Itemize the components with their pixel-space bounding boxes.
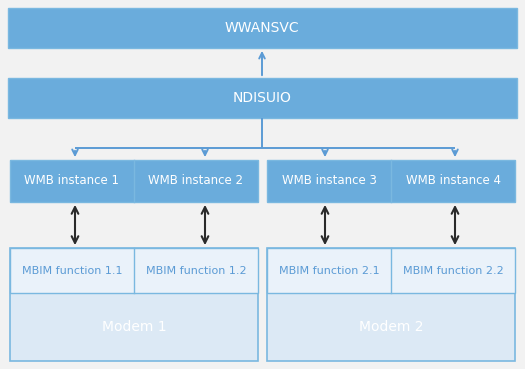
Bar [8,8,517,48]
Bar [8,78,517,118]
Text: WMB instance 4: WMB instance 4 [405,175,500,187]
Bar [10,248,258,293]
Bar [267,160,515,202]
Bar [10,160,258,202]
Text: NDISUIO: NDISUIO [233,91,291,105]
Text: MBIM function 2.2: MBIM function 2.2 [403,266,503,276]
Bar [267,248,515,293]
Text: Modem 1: Modem 1 [102,320,166,334]
Text: Modem 2: Modem 2 [359,320,423,334]
Text: MBIM function 2.1: MBIM function 2.1 [279,266,379,276]
Text: WMB instance 1: WMB instance 1 [25,175,120,187]
Text: WMB instance 3: WMB instance 3 [281,175,376,187]
Bar [10,248,258,361]
Text: WMB instance 2: WMB instance 2 [149,175,244,187]
Text: MBIM function 1.1: MBIM function 1.1 [22,266,122,276]
Text: MBIM function 1.2: MBIM function 1.2 [146,266,246,276]
Text: WWANSVC: WWANSVC [225,21,299,35]
Bar [267,248,515,361]
